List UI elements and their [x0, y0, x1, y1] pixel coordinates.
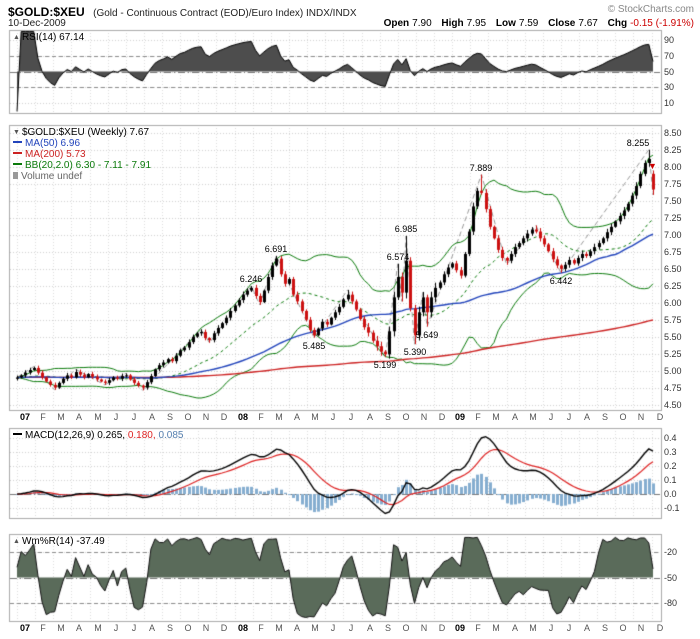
close-label: Close — [548, 18, 576, 29]
indicator-arrow-icon: ▲ — [13, 34, 20, 41]
symbol-title: $GOLD:$XEU — [8, 5, 85, 19]
bollinger-line-swatch-icon — [13, 163, 22, 165]
ma200-legend-text: MA(200) 5.73 — [25, 149, 86, 160]
macd-legend-name: MACD(12,26,9) — [25, 430, 95, 441]
low-value: 7.59 — [518, 18, 539, 29]
high-value: 7.95 — [466, 18, 487, 29]
open-label: Open — [383, 18, 410, 29]
wmr-legend: ▲ Wm%R(14) -37.49 — [13, 537, 105, 547]
symbol-description: (Gold - Continuous Contract (EOD)/Euro I… — [93, 8, 357, 19]
price-legend-symbol: ▼ $GOLD:$XEU (Weekly) 7.67 — [13, 128, 149, 138]
macd-line-swatch-icon — [13, 433, 22, 435]
change-label: Chg — [607, 18, 628, 29]
low-label: Low — [495, 18, 516, 29]
ma50-legend: MA(50) 6.96 — [13, 139, 80, 149]
last-price-arrow-icon: ▼ — [648, 161, 657, 171]
volume-legend: Volume undef — [13, 172, 82, 182]
bollinger-legend: BB(20,2.0) 6.30 - 7.11 - 7.91 — [13, 161, 151, 171]
price-legend-text: $GOLD:$XEU (Weekly) 7.67 — [21, 127, 150, 138]
quote-summary: Open 7.90 High 7.95 Low 7.59 Close 7.67 Chg -… — [377, 18, 694, 29]
rsi-legend-text: RSI(14) 67.14 — [21, 32, 85, 43]
ma50-legend-text: MA(50) 6.96 — [25, 138, 81, 149]
quote-date: 10-Dec-2009 — [8, 18, 66, 29]
macd-hist-value: 0.085 — [158, 430, 184, 441]
ma200-legend: MA(200) 5.73 — [13, 150, 86, 160]
high-label: High — [441, 18, 464, 29]
macd-signal-value: 0.180, — [127, 430, 156, 441]
bollinger-legend-text: BB(20,2.0) 6.30 - 7.11 - 7.91 — [25, 160, 152, 171]
volume-legend-text: Volume undef — [21, 171, 83, 182]
stockcharts-credit: © StockCharts.com — [607, 4, 694, 15]
volume-bar-icon — [13, 172, 18, 179]
open-value: 7.90 — [412, 18, 432, 29]
macd-legend: MACD(12,26,9) 0.265, 0.180, 0.085 — [13, 431, 183, 441]
ma50-line-swatch-icon — [13, 141, 22, 143]
ma200-line-swatch-icon — [13, 152, 22, 154]
wmr-legend-text: Wm%R(14) -37.49 — [21, 536, 105, 547]
header: $GOLD:$XEU (Gold - Continuous Contract (… — [8, 3, 357, 21]
indicator-arrow-icon: ▲ — [13, 538, 20, 545]
rsi-legend: ▲ RSI(14) 67.14 — [13, 33, 84, 43]
change-value: -0.15 (-1.91%) — [630, 18, 694, 29]
macd-value: 0.265, — [97, 430, 126, 441]
indicator-arrow-icon: ▼ — [13, 129, 20, 136]
close-value: 7.67 — [578, 18, 598, 29]
